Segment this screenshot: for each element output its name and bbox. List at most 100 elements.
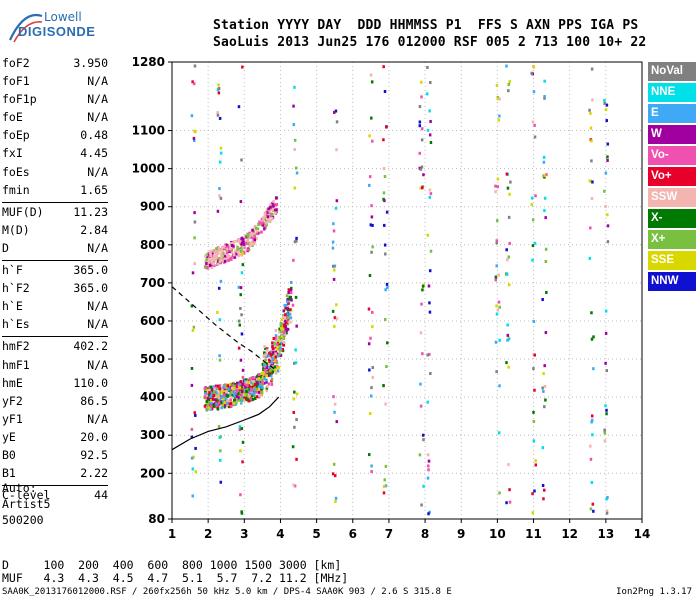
echo-point (428, 269, 432, 273)
echo-point (194, 446, 197, 450)
echo-point (425, 92, 429, 96)
echo-point (229, 248, 233, 252)
echo-point (207, 400, 210, 404)
echo-point (227, 393, 231, 397)
echo-point (190, 456, 194, 460)
param-name: h`F2 (2, 281, 30, 296)
legend-item-vo: Vo+ (648, 167, 696, 186)
echo-point (234, 249, 237, 253)
echo-point (240, 383, 243, 387)
echo-point (263, 213, 267, 217)
echo-point (247, 233, 250, 237)
echo-point (243, 382, 246, 386)
autoscaling-info: Auto: Artist5 500200 (2, 480, 50, 528)
echo-point (541, 446, 545, 450)
echo-point (265, 213, 268, 217)
echo-point (260, 387, 263, 391)
echo-point (239, 493, 242, 497)
echo-point (246, 235, 250, 239)
echo-point (252, 388, 256, 392)
echo-point (229, 399, 233, 403)
muf-value-row: MUF 4.3 4.3 4.5 4.7 5.1 5.7 7.2 11.2 [MH… (2, 571, 349, 585)
echo-point (216, 407, 220, 411)
echo-point (193, 262, 197, 266)
echo-point (603, 189, 606, 193)
echo-point (261, 375, 264, 379)
param-value: 20.0 (80, 429, 108, 444)
echo-point (420, 127, 424, 131)
echo-point (264, 225, 267, 229)
y-tick-label: 80 (148, 512, 165, 526)
echo-point (217, 83, 220, 87)
echo-point (253, 224, 257, 228)
echo-point (225, 247, 228, 251)
param-row: yF1 N/A (2, 412, 108, 430)
x-tick-label: 11 (525, 527, 542, 541)
echo-point (193, 129, 196, 133)
echo-point (605, 509, 609, 513)
echo-point (259, 375, 262, 379)
echo-point (233, 394, 236, 398)
echo-point (605, 497, 608, 501)
echo-point (287, 295, 291, 299)
echo-point (590, 311, 593, 315)
echo-point (248, 380, 252, 384)
echo-point (418, 453, 422, 457)
echo-point (544, 247, 548, 251)
header-values: SaoLuis 2013 Jun25 176 012000 RSF 005 2 … (213, 35, 647, 50)
auto-code: 500200 (2, 513, 44, 527)
param-value: N/A (87, 317, 108, 332)
echo-point (420, 138, 424, 142)
echo-point (190, 114, 194, 118)
echo-point (241, 440, 245, 444)
echo-point (274, 360, 277, 364)
logo-lowell: Lowell (44, 10, 82, 24)
param-value: 44 (94, 488, 108, 503)
echo-point (242, 398, 245, 402)
echo-point (287, 316, 290, 320)
echo-point (496, 177, 500, 181)
echo-point (269, 214, 273, 218)
echo-point (220, 401, 223, 405)
echo-point (606, 495, 609, 499)
echo-point (266, 215, 270, 219)
echo-point (605, 103, 609, 107)
legend-item-e: E (648, 104, 696, 123)
echo-point (543, 488, 546, 492)
echo-point (428, 310, 432, 314)
echo-point (235, 394, 239, 398)
echo-point (251, 397, 255, 401)
echo-point (248, 377, 252, 381)
echo-point (220, 406, 223, 410)
echo-point (421, 352, 424, 356)
echo-point (270, 374, 273, 378)
echo-point (275, 366, 278, 370)
echo-point (589, 226, 592, 230)
echo-point (247, 390, 250, 394)
echo-point (494, 340, 498, 344)
echo-point (382, 197, 385, 201)
echo-point (281, 324, 284, 328)
echo-point (370, 250, 373, 254)
echo-point (275, 352, 279, 356)
echo-point (238, 386, 242, 390)
echo-point (426, 400, 430, 404)
echo-point (592, 335, 595, 339)
echo-point (591, 180, 594, 184)
echo-point (228, 250, 231, 254)
echo-point (271, 213, 274, 217)
echo-point (271, 345, 274, 349)
echo-point (370, 116, 373, 120)
echo-point (221, 249, 224, 253)
echo-point (281, 347, 284, 351)
param-row: fmin 1.65 (2, 183, 108, 201)
echo-point (428, 195, 432, 199)
echo-point (193, 220, 197, 224)
echo-point (252, 379, 255, 383)
y-tick-label: 1100 (132, 124, 165, 138)
param-row: h`Es N/A (2, 317, 108, 335)
echo-point (533, 135, 537, 139)
echo-point (235, 252, 238, 256)
echo-point (208, 263, 212, 267)
axis-ticks: 1 2 3 4 5 6 7 8 9 10 11 12 13 14802003004005006007008… (132, 55, 651, 541)
